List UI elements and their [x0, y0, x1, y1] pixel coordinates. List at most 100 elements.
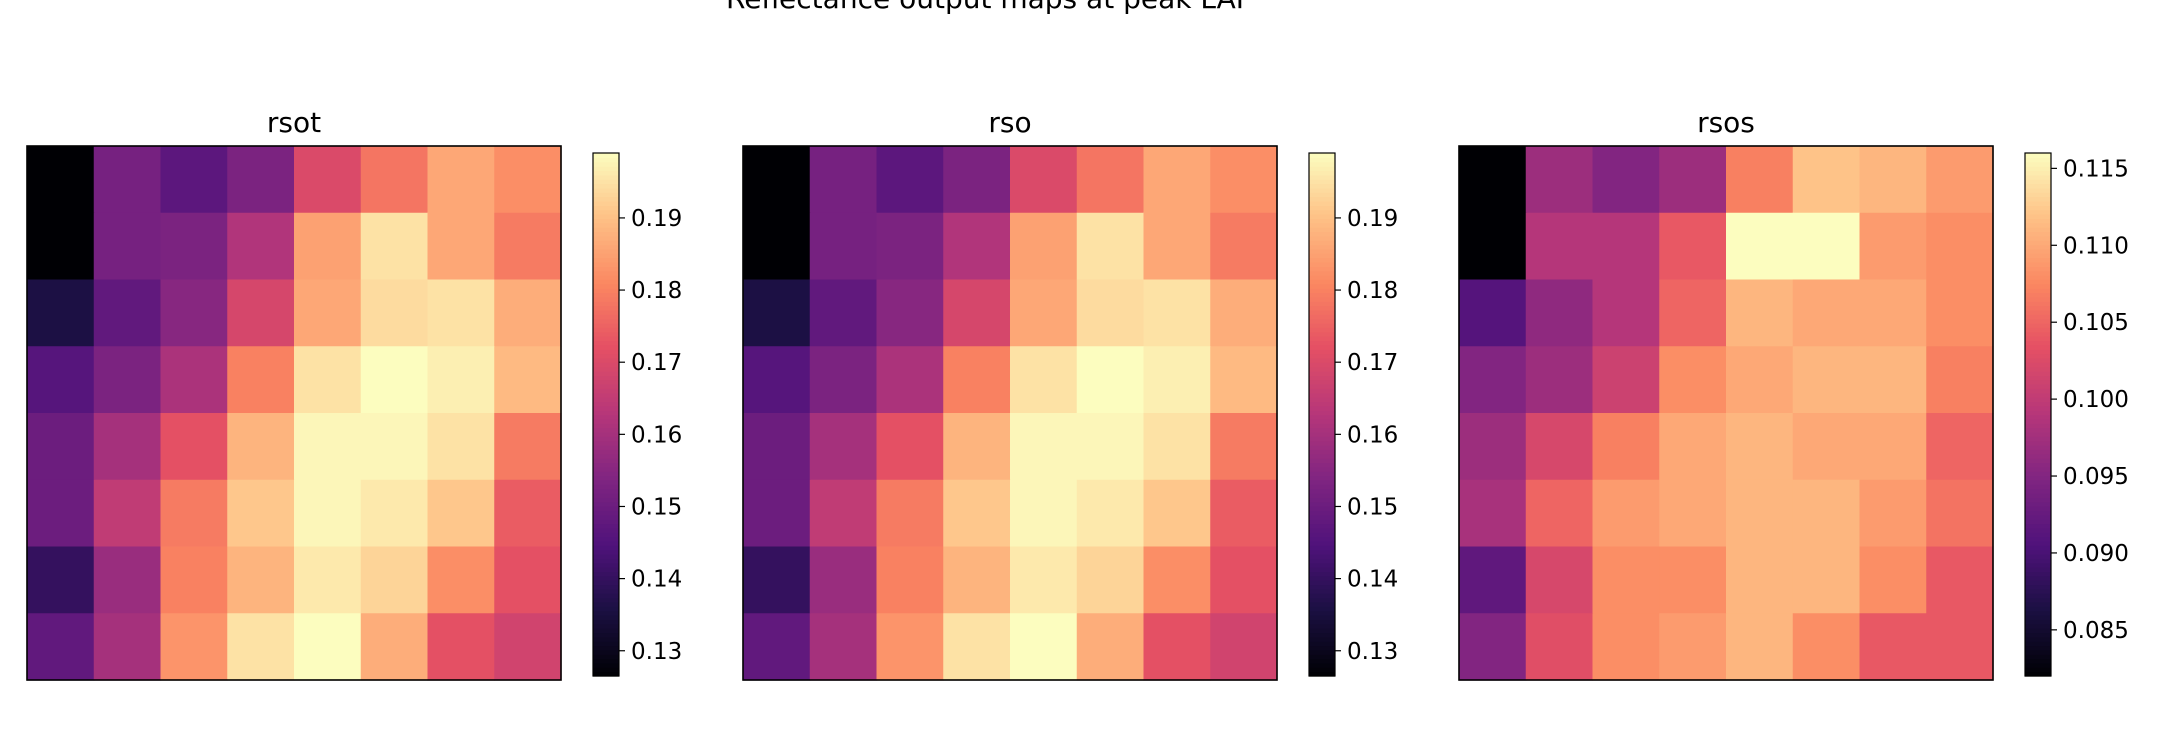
heatmap-cell [294, 279, 362, 347]
colorbar-segment [1309, 205, 1335, 211]
colorbar-segment [2025, 327, 2051, 333]
heatmap-cell [1726, 546, 1794, 614]
colorbar-segment [593, 231, 619, 237]
colorbar-segment [2025, 309, 2051, 315]
colorbar-tick-label: 0.13 [1347, 639, 1398, 665]
heatmap-cell [1010, 546, 1078, 614]
colorbar-segment [1309, 401, 1335, 407]
colorbar-segment [1309, 431, 1335, 437]
heatmap-cell [360, 413, 429, 481]
heatmap-cell [227, 613, 295, 681]
heatmap-cell [743, 346, 811, 414]
heatmap-cell [943, 146, 1011, 214]
heatmap-cell [93, 413, 162, 481]
colorbar-segment [593, 314, 619, 320]
colorbar-segment [593, 196, 619, 202]
colorbar-tick-label: 0.16 [631, 422, 682, 448]
heatmap-cell [943, 413, 1011, 481]
heatmap-cell [1592, 413, 1660, 481]
heatmap-cell [360, 346, 429, 414]
heatmap-cell [427, 413, 495, 481]
heatmap-panels: rsot0.130.140.150.160.170.180.19rso0.130… [26, 106, 2129, 681]
colorbar-segment [2025, 214, 2051, 219]
heatmap-cell [1926, 613, 1994, 681]
colorbar-segment [1309, 562, 1335, 568]
colorbar-segment [1309, 575, 1335, 581]
colorbar-segment [593, 453, 619, 459]
heatmap-cell [876, 346, 944, 414]
colorbar-segment [593, 497, 619, 503]
colorbar-segment [1309, 519, 1335, 525]
heatmap-cell [1792, 546, 1861, 614]
colorbar-segment [2025, 218, 2051, 224]
colorbar-segment [2025, 379, 2051, 385]
colorbar-segment [2025, 431, 2051, 437]
colorbar-segment [1309, 440, 1335, 446]
colorbar-tick-label: 0.090 [2063, 541, 2129, 567]
heatmap-cell [1525, 146, 1594, 214]
heatmap-cell [1592, 212, 1660, 281]
colorbar-segment [1309, 327, 1335, 333]
heatmap-cell [227, 146, 295, 214]
colorbar-segment [2025, 388, 2051, 394]
colorbar-segment [593, 571, 619, 577]
colorbar-segment [593, 628, 619, 634]
colorbar-segment [1309, 649, 1335, 655]
colorbar-segment [1309, 322, 1335, 328]
colorbar-segment [2025, 532, 2051, 538]
colorbar-segment [2025, 357, 2051, 363]
heatmap-cell [809, 613, 878, 681]
colorbar-segment [593, 244, 619, 250]
colorbar-segment [1309, 375, 1335, 381]
colorbar-segment [1309, 336, 1335, 342]
colorbar-segment [1309, 658, 1335, 664]
colorbar-segment [2025, 562, 2051, 568]
heatmap-cell [743, 279, 811, 347]
heatmap-cell [1210, 413, 1278, 481]
colorbar-segment [1309, 261, 1335, 267]
colorbar-segment [2025, 641, 2051, 647]
colorbar-segment [2025, 601, 2051, 607]
colorbar-tick-label: 0.15 [631, 494, 682, 520]
colorbar-segment [2025, 619, 2051, 625]
colorbar-segment [593, 288, 619, 294]
colorbar-segment [593, 257, 619, 263]
heatmap-cell [1459, 613, 1527, 681]
colorbar-segment [1309, 370, 1335, 376]
colorbar-segment [2025, 497, 2051, 503]
colorbar-segment [1309, 309, 1335, 315]
colorbar-segment [2025, 222, 2051, 228]
colorbar-segment [593, 174, 619, 180]
colorbar-segment [1309, 654, 1335, 660]
heatmap-cell [27, 546, 95, 614]
heatmap-cell [1926, 479, 1994, 548]
heatmap-cell [1459, 279, 1527, 347]
heatmap-cell [1792, 479, 1861, 548]
colorbar-segment [2025, 231, 2051, 237]
heatmap-cell [1659, 279, 1727, 347]
heatmap-cell [809, 212, 878, 281]
colorbar-segment [593, 322, 619, 328]
colorbar-segment [1309, 353, 1335, 359]
colorbar-segment [2025, 440, 2051, 446]
colorbar-segment [593, 593, 619, 599]
heatmap-cell [360, 212, 429, 281]
colorbar-segment [2025, 614, 2051, 620]
heatmap-cell [160, 413, 228, 481]
colorbar-segment [2025, 553, 2051, 559]
colorbar-frame [1308, 152, 1336, 677]
colorbar-segment [1309, 174, 1335, 180]
heatmap-cell [809, 279, 878, 347]
heatmap-cell [1525, 212, 1594, 281]
colorbar-tick-label: 0.17 [631, 350, 682, 376]
colorbar-segment [2025, 397, 2051, 403]
colorbar-segment [1309, 501, 1335, 507]
panel-title: rsos [1697, 106, 1755, 139]
heatmap-cell [294, 212, 362, 281]
heatmap-cell [743, 413, 811, 481]
colorbar-segment [2025, 205, 2051, 211]
colorbar-segment [593, 296, 619, 302]
colorbar-segment [593, 383, 619, 389]
colorbar-segment [2025, 628, 2051, 634]
heatmap-cell [1525, 346, 1594, 414]
